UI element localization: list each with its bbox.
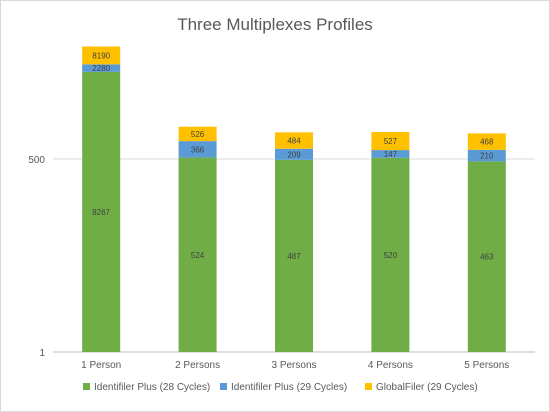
data-label: 526 <box>191 130 205 139</box>
y-tick-label: 1 <box>39 348 45 359</box>
data-label: 487 <box>287 252 301 261</box>
axes: 1 500 1 Person 2 Persons 3 Persons 4 Persons 5… <box>28 155 509 371</box>
data-label: 484 <box>287 137 301 146</box>
x-tick-label: 4 Persons <box>368 360 413 371</box>
bar-segment <box>371 157 410 352</box>
data-label: 366 <box>191 145 205 154</box>
data-label: 8267 <box>92 208 110 217</box>
x-tick-label: 5 Persons <box>464 360 509 371</box>
bar-segment <box>371 131 410 151</box>
legend-swatch <box>365 383 372 390</box>
bar-segment <box>275 148 313 160</box>
x-tick-label: 3 Persons <box>271 360 316 371</box>
bar-segment <box>178 157 217 352</box>
data-label: 210 <box>480 152 494 161</box>
bar-segment <box>371 150 410 158</box>
legend-swatch <box>220 383 227 390</box>
legend: Identifiler Plus (28 Cycles) Identifiler … <box>83 382 478 393</box>
bar-segment <box>82 46 121 65</box>
bar-segment <box>178 126 217 142</box>
data-label: 520 <box>384 251 398 260</box>
data-label: 2280 <box>92 64 110 73</box>
bar-segment <box>467 133 506 150</box>
bar-segment <box>467 149 506 162</box>
x-tick-label: 2 Persons <box>175 360 220 371</box>
x-tick-label: 1 Person <box>81 360 121 371</box>
data-label: 147 <box>384 150 398 159</box>
bar-segment <box>82 64 121 72</box>
y-tick-label: 500 <box>28 155 45 166</box>
chart-title: Three Multiplexes Profiles <box>177 15 373 34</box>
legend-label: Identifiler Plus (29 Cycles) <box>231 382 347 393</box>
data-label: 524 <box>191 251 205 260</box>
legend-swatch <box>83 383 90 390</box>
legend-label: Identifiler Plus (28 Cycles) <box>94 382 210 393</box>
data-label: 527 <box>384 137 398 146</box>
bar-segment <box>178 141 217 158</box>
data-label: 8190 <box>92 51 110 60</box>
data-label: 209 <box>287 150 301 159</box>
data-label: 463 <box>480 253 494 262</box>
bar-segment <box>82 71 121 353</box>
legend-label: GlobalFiler (29 Cycles) <box>376 382 478 393</box>
bar-segment <box>467 161 506 352</box>
bars: 8267 2280 8190 524 366 526 487 209 484 520 147 527 4… <box>82 46 506 353</box>
data-label: 468 <box>480 138 494 147</box>
bar-segment <box>275 159 313 352</box>
bar-segment <box>275 132 313 149</box>
